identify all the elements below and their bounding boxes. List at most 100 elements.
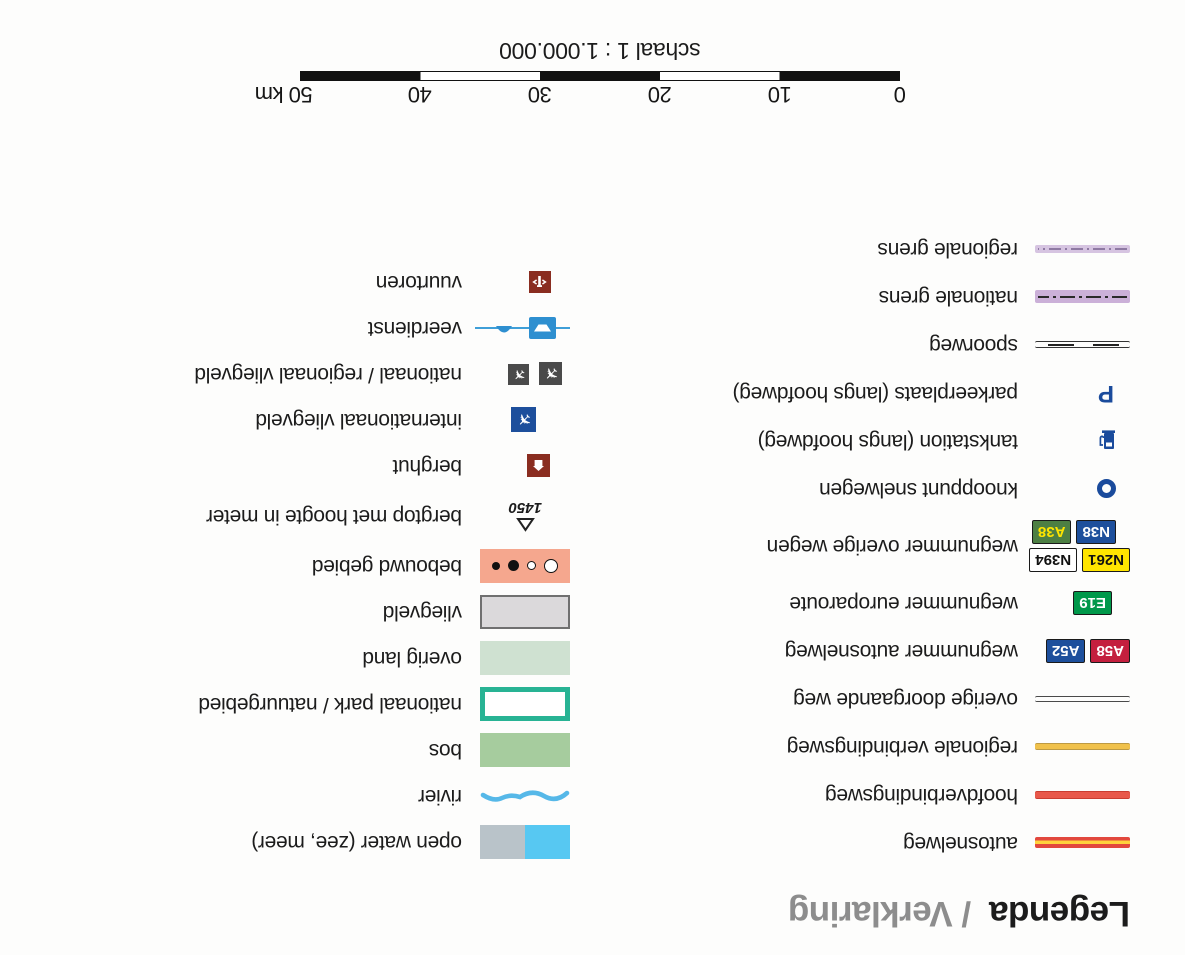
legend-label: wegnummer autosnelweg — [785, 640, 1018, 664]
peak-triangle-icon — [515, 518, 535, 533]
scale-tick: 20 — [648, 82, 672, 107]
legend-label: regionale grens — [877, 238, 1018, 262]
title-secondary-text: / Verklaring — [788, 894, 972, 933]
road-badge-n394: N394 — [1029, 548, 1078, 572]
road-badge-a58: A58 — [1090, 639, 1130, 663]
scale-tick: 40 — [408, 82, 432, 107]
legend-label: nationaal / regionaal vliegveld — [194, 363, 462, 387]
legend-label: knooppunt snelwegen — [819, 478, 1018, 502]
legend-label: bos — [429, 739, 462, 763]
national-border-symbol — [1035, 290, 1130, 304]
national-regional-airport-icons: ✈ ✈ — [508, 362, 563, 386]
legend-item-regional-border: regionale grens — [660, 225, 1130, 273]
airplane-glyph: ✈ — [511, 408, 536, 432]
legend-item-international-airport: ✈ internationaal vliegveld — [30, 397, 570, 443]
regional-border-symbol — [1035, 245, 1130, 253]
legend-item-national-park: nationaal park / natuurgebied — [30, 681, 570, 727]
regional-road-line-symbol — [1035, 743, 1130, 751]
legend-label: rivier — [418, 785, 462, 809]
main-road-line-symbol — [1035, 791, 1130, 799]
fuel-pump-icon — [1099, 430, 1115, 449]
road-badge-n38: N38 — [1076, 520, 1116, 544]
other-road-number-badges: N261 N394 N38 A38 — [1029, 520, 1130, 572]
scale-bar-block: 0 10 20 30 40 50 km schaal 1 : 1.000.000 — [255, 37, 906, 107]
peak-elevation-value: 1450 — [508, 499, 542, 517]
legend-label: berghut — [392, 455, 462, 479]
road-badge-e19: E19 — [1073, 591, 1112, 615]
legend-label: wegnummer overige wegen — [766, 535, 1018, 559]
legend-item-other-land: overig land — [30, 635, 570, 681]
legend-label: nationale grens — [878, 286, 1018, 310]
legend-item-national-border: nationale grens — [660, 273, 1130, 321]
euroroute-badge-group: E19 — [1073, 591, 1112, 615]
legend-label: bergtop met hoogte in meter — [206, 505, 462, 529]
international-airport-icon: ✈ — [511, 407, 536, 433]
scale-tick: 10 — [768, 82, 792, 107]
railway-line-symbol — [1035, 341, 1130, 349]
mountain-hut-icon — [527, 454, 550, 478]
ferry-symbol — [475, 315, 570, 341]
legend-label: bebouwd gebied — [312, 555, 462, 579]
legend-item-parking: P parkeerplaats (langs hoofdweg) — [660, 369, 1130, 417]
legend-item-railway: spoorweg — [660, 321, 1130, 369]
ferry-boat-icon — [529, 317, 556, 339]
city-circle-large-icon — [544, 559, 558, 573]
areas-column: open water (zee, meer) rivier bos nation… — [30, 259, 570, 865]
legend-item-mountain-hut: berghut — [30, 443, 570, 489]
legend-label: spoorweg — [929, 334, 1018, 358]
legend-item-forest: bos — [30, 727, 570, 773]
legend-item-euroroute-number: E19 wegnummer europaroute — [660, 579, 1130, 627]
legend-label: hoofdverbindingsweg — [825, 784, 1018, 808]
legend-label: vliegveld — [382, 601, 462, 625]
road-badge-n261: N261 — [1082, 548, 1130, 572]
legend-label: open water (zee, meer) — [251, 831, 463, 855]
page-title: Legenda / Verklaring — [788, 893, 1130, 933]
airfield-swatch — [480, 595, 570, 629]
regional-airport-icon: ✈ — [508, 364, 529, 386]
national-park-swatch — [480, 687, 570, 721]
other-road-line-symbol — [1035, 696, 1130, 702]
other-land-swatch — [480, 641, 570, 675]
legend-label: overige doorgaande weg — [793, 688, 1018, 712]
legend-label: internationaal vliegveld — [255, 409, 462, 433]
open-water-swatch — [480, 825, 570, 859]
junction-ring-icon — [1097, 479, 1116, 499]
city-dot-small-icon — [492, 562, 500, 570]
legend-item-built-up-area: bebouwd gebied — [30, 543, 570, 589]
legend-label: tankstation (langs hoofdweg) — [757, 430, 1018, 454]
city-dot-large-icon — [508, 560, 519, 572]
title-primary: Legenda — [989, 894, 1130, 933]
parking-p-icon: P — [1097, 380, 1114, 407]
legend-label: wegnummer europaroute — [789, 592, 1018, 616]
legend-item-motorway: autosnelweg — [660, 819, 1130, 867]
legend-item-regional-road: regionale verbindingsweg — [660, 723, 1130, 771]
road-badge-a38: A38 — [1031, 520, 1072, 544]
legend-item-other-road-numbers: N261 N394 N38 A38 wegnummer overige wege… — [660, 513, 1130, 579]
legend-item-open-water: open water (zee, meer) — [30, 819, 570, 865]
national-airport-icon: ✈ — [538, 362, 563, 386]
legend-item-national-regional-airport: ✈ ✈ nationaal / regionaal vliegveld — [30, 351, 570, 397]
legend-item-motorway-junction: knooppunt snelwegen — [660, 465, 1130, 513]
scale-tick-labels: 0 10 20 30 40 50 km — [255, 81, 906, 107]
legend-item-lighthouse: vuurtoren — [30, 259, 570, 305]
scale-bar — [300, 71, 900, 81]
small-boat-icon — [496, 326, 512, 333]
river-wavy-line-icon — [480, 790, 570, 802]
legend-label: nationaal park / natuurgebied — [198, 693, 462, 717]
legend-label: vuurtoren — [375, 271, 462, 295]
built-up-swatch — [480, 549, 570, 583]
legend-label: overig land — [362, 647, 462, 671]
peak-symbol: 1450 — [509, 500, 542, 533]
road-badge-a52: A52 — [1045, 639, 1086, 663]
airplane-glyph: ✈ — [508, 364, 529, 386]
legend-item-fuel-station: tankstation (langs hoofdweg) — [660, 417, 1130, 465]
scale-tick: 50 km — [255, 82, 313, 107]
scale-caption: schaal 1 : 1.000.000 — [499, 38, 701, 64]
roads-column: autosnelweg hoofdverbindingsweg regional… — [660, 225, 1130, 867]
legend-item-main-road: hoofdverbindingsweg — [660, 771, 1130, 819]
legend-item-other-road: overige doorgaande weg — [660, 675, 1130, 723]
legend-label: autosnelweg — [903, 832, 1018, 856]
legend-label: parkeerplaats (langs hoofdweg) — [732, 382, 1018, 406]
airplane-glyph: ✈ — [538, 362, 563, 386]
